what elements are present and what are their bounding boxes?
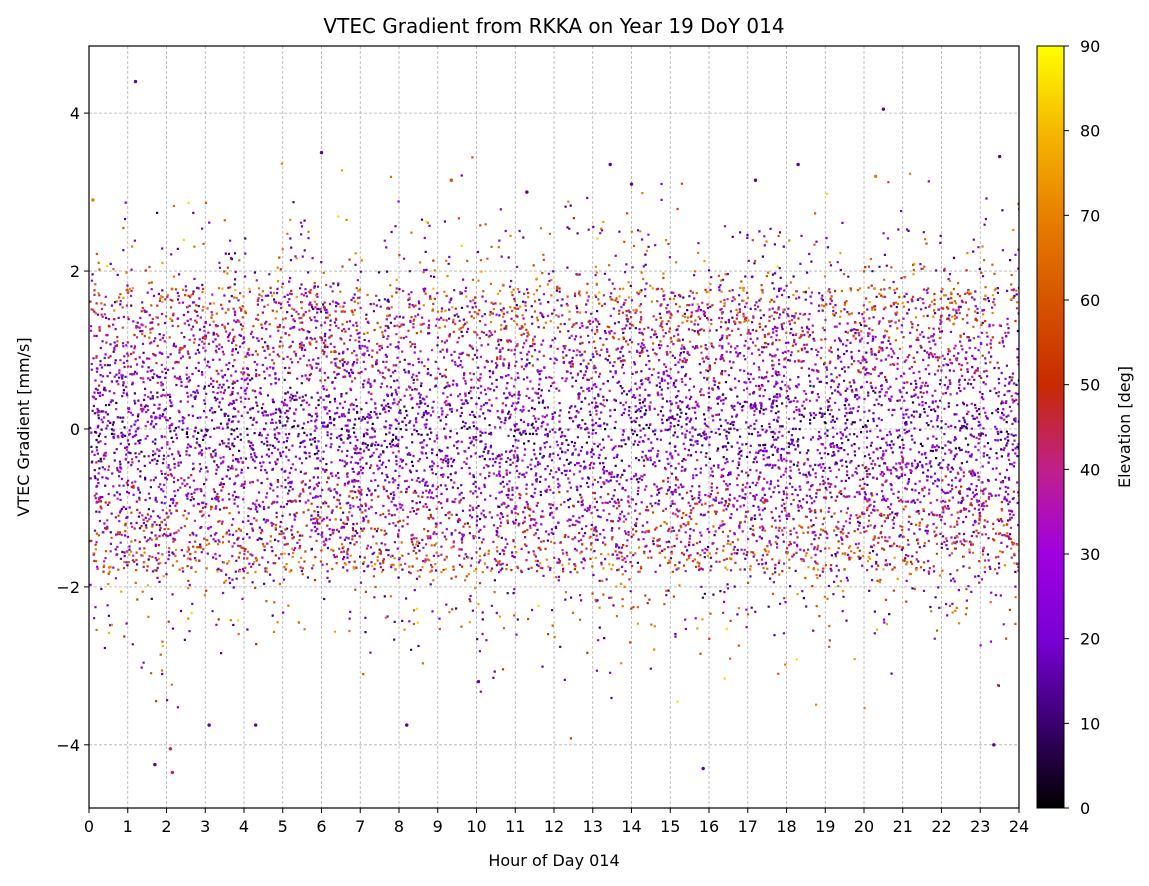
scatter-point xyxy=(796,162,800,167)
y-tick-label: −2 xyxy=(56,578,80,597)
x-tick-label: 0 xyxy=(84,817,94,836)
x-tick-label: 1 xyxy=(123,817,133,836)
x-tick-label: 5 xyxy=(278,817,288,836)
y-axis-ticks: −4 −2 0 2 4 xyxy=(56,104,89,755)
colorbar-tick-label: 80 xyxy=(1080,122,1100,141)
scatter-point-group xyxy=(106,192,829,703)
x-tick-label: 3 xyxy=(200,817,210,836)
colorbar-tick-label: 90 xyxy=(1080,37,1100,56)
scatter-point-group xyxy=(90,197,1019,702)
y-tick-label: 0 xyxy=(70,420,80,439)
scatter-point xyxy=(701,766,705,771)
colorbar-label: Elevation [deg] xyxy=(1115,366,1134,488)
x-tick-label: 20 xyxy=(854,817,874,836)
grid-lines xyxy=(89,46,1019,808)
x-tick-label: 6 xyxy=(316,817,326,836)
scatter-point xyxy=(168,747,173,751)
scatter-point xyxy=(319,150,324,155)
scatter-point xyxy=(992,743,996,747)
scatter-point xyxy=(170,770,175,775)
y-axis-label: VTEC Gradient [mm/s] xyxy=(14,337,33,516)
x-tick-label: 2 xyxy=(161,817,171,836)
scatter-point xyxy=(207,723,211,727)
x-tick-label: 17 xyxy=(738,817,758,836)
scatter-point-group xyxy=(92,156,1019,676)
colorbar-tick-label: 40 xyxy=(1080,460,1100,479)
chart-title: VTEC Gradient from RKKA on Year 19 DoY 0… xyxy=(323,14,784,38)
scatter-point-group xyxy=(90,201,1019,687)
x-tick-label: 9 xyxy=(433,817,443,836)
colorbar-tick-label: 30 xyxy=(1080,545,1100,564)
scatter-point xyxy=(133,79,138,84)
scatter-point xyxy=(449,178,454,182)
x-tick-label: 4 xyxy=(239,817,249,836)
x-tick-label: 15 xyxy=(660,817,680,836)
scatter-point xyxy=(997,154,1002,159)
x-tick-label: 19 xyxy=(815,817,835,836)
colorbar-tick-label: 60 xyxy=(1080,291,1100,310)
scatter-point xyxy=(753,178,758,182)
x-tick-label: 13 xyxy=(583,817,603,836)
colorbar-tick-label: 70 xyxy=(1080,206,1100,225)
colorbar-ticks: 0 10 20 30 40 50 60 70 80 90 xyxy=(1064,37,1100,818)
scatter-point xyxy=(525,190,529,194)
colorbar-tick-label: 20 xyxy=(1080,630,1100,649)
scatter-point xyxy=(873,174,878,178)
x-tick-label: 7 xyxy=(355,817,365,836)
x-tick-label: 22 xyxy=(931,817,951,836)
x-tick-label: 23 xyxy=(970,817,990,836)
x-tick-label: 21 xyxy=(893,817,913,836)
y-tick-label: −4 xyxy=(56,736,80,755)
x-axis-label: Hour of Day 014 xyxy=(488,851,619,870)
colorbar xyxy=(1036,45,1065,809)
scatter-point xyxy=(253,723,258,727)
x-axis-ticks: 0 1 2 3 4 5 6 7 8 9 10 11 12 13 14 15 16 17 18 19 20 21 22 23 24 xyxy=(84,808,1029,836)
y-tick-label: 4 xyxy=(70,104,80,123)
scatter-point-group xyxy=(90,181,1019,740)
colorbar-tick-label: 50 xyxy=(1080,376,1100,395)
x-tick-label: 8 xyxy=(394,817,404,836)
x-tick-label: 16 xyxy=(699,817,719,836)
x-tick-label: 18 xyxy=(776,817,796,836)
colorbar-tick-label: 0 xyxy=(1080,799,1090,818)
scatter-point xyxy=(608,162,612,167)
x-tick-label: 11 xyxy=(505,817,525,836)
y-tick-label: 2 xyxy=(70,262,80,281)
x-tick-label: 10 xyxy=(466,817,486,836)
scatter-points xyxy=(89,79,1019,775)
x-tick-label: 12 xyxy=(544,817,564,836)
scatter-point-group xyxy=(92,162,1019,710)
scatter-point xyxy=(476,679,481,684)
scatter-point xyxy=(91,198,95,202)
scatter-point xyxy=(405,723,409,727)
x-tick-label: 24 xyxy=(1009,817,1029,836)
x-tick-label: 14 xyxy=(621,817,641,836)
scatter-point xyxy=(153,762,157,767)
scatter-point xyxy=(629,182,634,186)
scatter-point xyxy=(881,107,886,111)
colorbar-tick-label: 10 xyxy=(1080,714,1100,733)
